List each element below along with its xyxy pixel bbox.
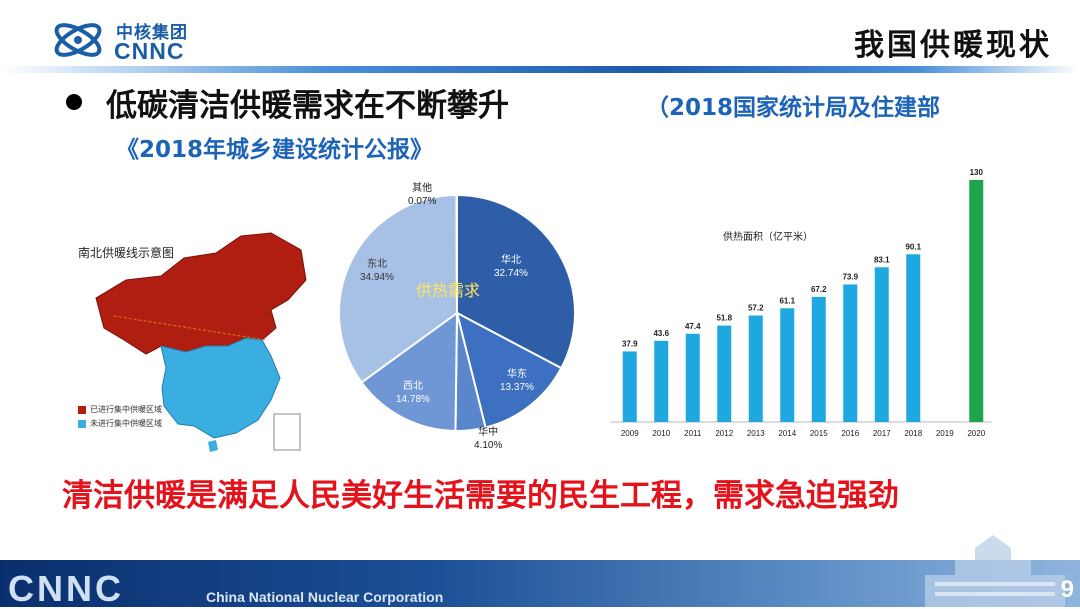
- bar-value-label: 67.2: [811, 285, 827, 294]
- legend-label: 已进行集中供暖区域: [90, 405, 162, 414]
- x-tick-label: 2014: [778, 429, 796, 438]
- source-line-2: 《2018年城乡建设统计公报》: [116, 137, 434, 163]
- x-tick-label: 2015: [810, 429, 828, 438]
- bar-2014: [780, 308, 795, 422]
- pie-label-huadong: 华东 13.37%: [500, 369, 534, 393]
- x-tick-label: 2010: [652, 429, 670, 438]
- x-tick-label: 2020: [967, 429, 985, 438]
- heating-area-bar-chart: 供热面积（亿平米） 37.9 2009 43.6 2010 47.4 2011 51.8 20…: [610, 168, 992, 438]
- bar-value-label: 73.9: [842, 272, 858, 281]
- legend-swatch-red: [78, 405, 86, 414]
- pie-label-qita: 其他 0.07%: [408, 183, 437, 207]
- logo-english-text: CNNC: [114, 38, 185, 64]
- footer-band: [0, 560, 1080, 607]
- bar-2015: [811, 296, 826, 422]
- china-map-icon: [95, 232, 307, 452]
- pie-slice: [338, 193, 459, 384]
- pie-slice: [455, 311, 563, 429]
- pie-label-huabei: 华北 32.74%: [494, 255, 528, 279]
- pie-slice: [456, 193, 576, 370]
- pie-label-dongbei: 东北 34.94%: [360, 259, 394, 283]
- x-tick-label: 2009: [621, 429, 639, 438]
- bar-2009: [622, 351, 637, 422]
- page-number: 9: [1060, 576, 1074, 603]
- bar-2013: [748, 315, 763, 422]
- tagline: 清洁供暖是满足人民美好生活需要的民生工程，需求急迫强劲: [62, 478, 899, 514]
- bar-value-label: 47.4: [685, 322, 701, 331]
- bar-2011: [685, 333, 700, 422]
- atom-logo-icon: [54, 23, 102, 57]
- bar-2010: [654, 340, 669, 422]
- x-tick-label: 2011: [684, 429, 702, 438]
- legend-swatch-blue: [78, 419, 86, 428]
- map-title: 南北供暖线示意图: [78, 246, 175, 260]
- pie-slice: [455, 193, 458, 314]
- map-legend-heated: 已进行集中供暖区域: [78, 404, 162, 415]
- bar-value-label: 51.8: [716, 314, 732, 323]
- pie-label-huazhong: 华中 4.10%: [474, 427, 503, 451]
- bar-value-label: 43.6: [653, 329, 669, 338]
- bar-2020: [969, 180, 984, 422]
- x-tick-label: 2013: [747, 429, 765, 438]
- pie-overlay-label: 供热需求: [416, 281, 481, 300]
- x-tick-label: 2017: [873, 429, 891, 438]
- bar-value-label: 37.9: [622, 339, 638, 348]
- x-tick-label: 2016: [841, 429, 859, 438]
- bar-value-label: 130: [970, 168, 984, 177]
- chart-title: 供热面积（亿平米）: [723, 230, 813, 243]
- bar-2016: [843, 284, 858, 422]
- cnnc-logo: 中核集团 CNNC: [50, 14, 220, 66]
- bar-value-label: 83.1: [874, 255, 890, 264]
- heating-line-map: 南北供暖线示意图 已进行集中供暖区域 未进行集中供暖区域: [66, 228, 328, 460]
- pie-label-xibei: 西北 14.78%: [396, 381, 430, 405]
- bullet-icon: [66, 94, 82, 110]
- bar-2018: [906, 254, 921, 422]
- legend-label: 未进行集中供暖区域: [90, 419, 162, 428]
- bar-2017: [874, 267, 889, 422]
- bar-value-label: 90.1: [905, 242, 921, 251]
- heating-demand-pie-chart: [338, 193, 576, 433]
- building-icon: [925, 535, 1065, 607]
- pie-slice: [360, 311, 459, 433]
- headline: 低碳清洁供暖需求在不断攀升: [106, 88, 509, 124]
- bar-value-label: 61.1: [779, 296, 795, 305]
- footer-corporation-name: China National Nuclear Corporation: [206, 589, 444, 605]
- source-line-1: （2018国家统计局及住建部: [646, 95, 941, 121]
- x-tick-label: 2012: [715, 429, 733, 438]
- slide-title: 我国供暖现状: [854, 28, 1052, 63]
- map-legend-unheated: 未进行集中供暖区域: [78, 418, 162, 429]
- bar-value-label: 57.2: [748, 304, 764, 313]
- bar-2012: [717, 325, 732, 422]
- title-divider: [0, 66, 1080, 73]
- logo-chinese-text: 中核集团: [116, 23, 188, 43]
- x-tick-label: 2018: [904, 429, 922, 438]
- x-tick-label: 2019: [936, 429, 954, 438]
- footer-brand: CNNC: [8, 568, 124, 609]
